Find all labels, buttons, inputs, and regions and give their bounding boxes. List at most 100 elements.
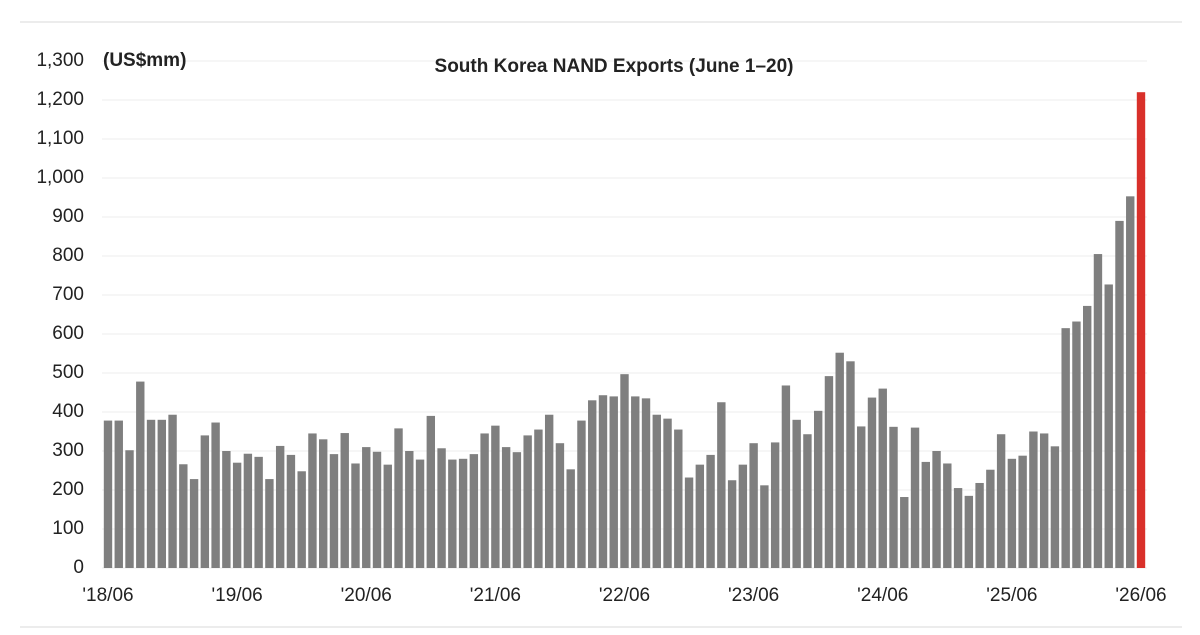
bar: [415, 459, 425, 568]
bar: [362, 447, 371, 568]
bar: [717, 402, 726, 568]
x-tick-label: '22/06: [599, 585, 650, 606]
x-tick-label: '24/06: [857, 585, 908, 606]
bar: [598, 395, 608, 568]
bar: [523, 435, 532, 568]
bar: [265, 479, 274, 568]
chart-title: South Korea NAND Exports (June 1–20): [435, 56, 794, 77]
bar: [631, 396, 640, 568]
bar: [760, 485, 769, 568]
x-tick-label: '25/06: [986, 585, 1037, 606]
bar: [232, 462, 242, 568]
bar: [501, 447, 511, 568]
bar: [243, 453, 253, 568]
bar: [900, 497, 909, 568]
y-tick-label: 500: [52, 362, 84, 383]
bar: [943, 463, 952, 568]
bar: [781, 385, 791, 568]
y-tick-label: 1,200: [36, 89, 84, 110]
x-tick-label: '20/06: [341, 585, 392, 606]
bar: [458, 458, 468, 568]
bar: [792, 419, 801, 568]
bar: [1104, 284, 1113, 568]
bar: [308, 433, 317, 568]
bar: [469, 454, 479, 568]
bar: [964, 495, 974, 568]
bar: [189, 479, 199, 568]
bar: [566, 469, 575, 568]
bar: [1029, 431, 1038, 568]
bar: [846, 361, 855, 568]
bar: [114, 420, 123, 568]
bar: [383, 464, 392, 568]
bar: [770, 442, 780, 568]
bar: [609, 396, 618, 568]
bar: [727, 480, 737, 568]
bar: [1126, 196, 1135, 568]
bar: [254, 456, 263, 568]
x-tick-label: '19/06: [212, 585, 263, 606]
bar: [1061, 328, 1070, 568]
bar: [577, 420, 586, 568]
bar: [1018, 455, 1027, 568]
y-tick-label: 300: [52, 440, 84, 461]
bar: [1093, 254, 1103, 569]
bar: [103, 420, 113, 568]
y-tick-label: 0: [73, 557, 84, 578]
y-tick-label: 100: [52, 518, 84, 539]
bar: [544, 414, 554, 568]
bar: [534, 429, 543, 568]
y-tick-label: 200: [52, 479, 84, 500]
bar: [824, 376, 834, 568]
bar: [179, 464, 188, 568]
x-tick-label: '23/06: [728, 585, 779, 606]
x-tick-label: '26/06: [1115, 585, 1166, 606]
bar: [329, 454, 339, 568]
bar: [738, 464, 748, 568]
bar: [641, 398, 651, 568]
y-axis-unit: (US$mm): [103, 50, 186, 71]
bar: [168, 414, 177, 568]
bar: [1072, 321, 1081, 568]
bar: [910, 427, 920, 568]
bar: [286, 454, 296, 568]
bar: [813, 410, 823, 568]
bar: [620, 374, 629, 568]
bar: [319, 439, 328, 568]
bar: [555, 443, 565, 568]
x-tick-label: '21/06: [470, 585, 521, 606]
bar: [695, 464, 705, 568]
bar: [975, 482, 984, 568]
bar: [512, 452, 522, 568]
y-tick-label: 1,000: [36, 167, 84, 188]
bar: [211, 422, 220, 568]
bar: [996, 434, 1006, 568]
x-tick-label: '18/06: [82, 585, 133, 606]
bar: [857, 426, 866, 568]
bar: [749, 443, 758, 568]
y-tick-label: 900: [52, 206, 84, 227]
bar: [921, 461, 930, 568]
bar: [803, 434, 812, 568]
bar: [426, 415, 436, 568]
bar: [275, 445, 285, 568]
bar: [200, 435, 210, 568]
bar: [437, 448, 446, 568]
bar: [125, 450, 134, 568]
y-tick-label: 700: [52, 284, 84, 305]
bar: [1039, 433, 1049, 568]
bar: [674, 429, 683, 568]
y-tick-label: 800: [52, 245, 84, 266]
bar: [663, 418, 672, 568]
bar: [588, 400, 597, 568]
bar: [1136, 92, 1146, 568]
bar: [986, 469, 995, 568]
y-tick-label: 400: [52, 401, 84, 422]
bar: [222, 451, 231, 568]
y-tick-label: 600: [52, 323, 84, 344]
bar: [932, 451, 941, 568]
bar: [146, 419, 156, 568]
bar: [1083, 305, 1092, 568]
bar: [1115, 220, 1124, 568]
